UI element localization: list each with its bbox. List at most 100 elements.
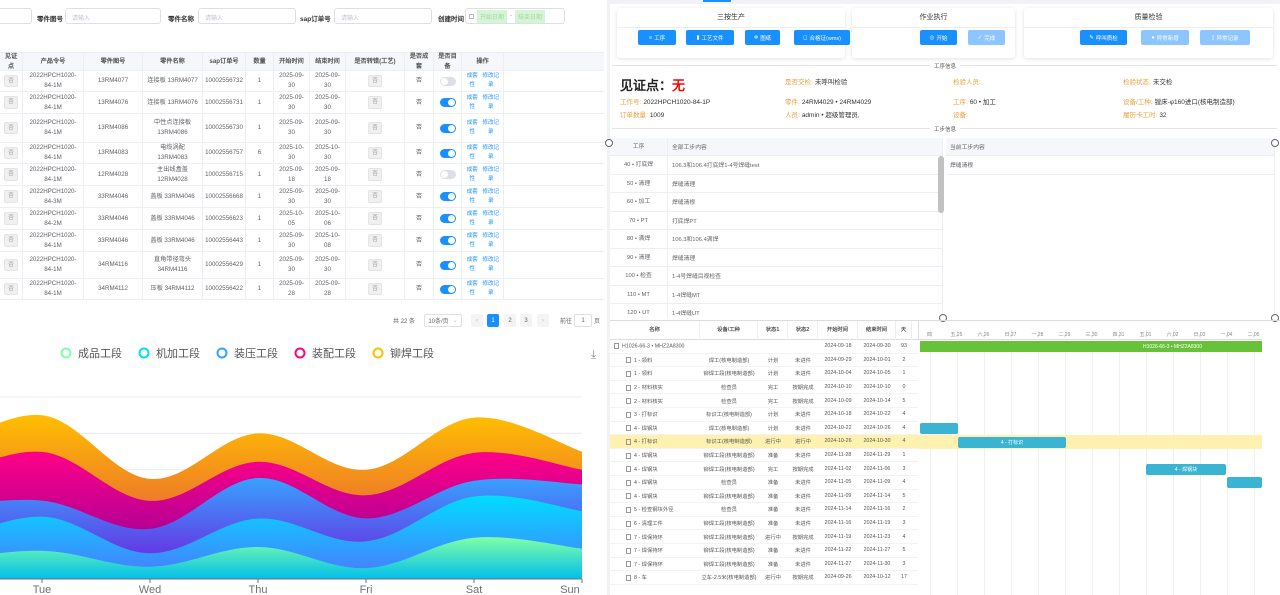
kit-link[interactable]: 成套性 — [466, 120, 478, 135]
resize-handle[interactable] — [1271, 139, 1279, 147]
step-row[interactable]: 110 • MT 1-4焊缝MT — [610, 285, 942, 304]
kit-link[interactable]: 成套性 — [466, 166, 478, 182]
kit-link[interactable]: 成套性 — [466, 188, 478, 204]
ready-toggle[interactable] — [439, 214, 456, 223]
gantt-bar[interactable] — [920, 422, 958, 434]
ready-toggle[interactable] — [439, 192, 456, 201]
gantt-bar[interactable]: H1026-66-3 • MHZ2A8300 — [920, 341, 1262, 353]
add-exception-button[interactable]: ● 异常新增 — [1141, 30, 1189, 45]
column-header[interactable]: 是否目备 — [434, 53, 462, 70]
resize-handle[interactable] — [939, 314, 947, 322]
step-row[interactable]: 100 • 检查 1-4号焊缝目视检查 — [610, 267, 942, 286]
gantt-task-row[interactable]: 7 - 焊保持环 铆焊工段(核电制造部) 进行中 按期完成 2024-11-19 2024… — [610, 530, 918, 544]
step-row[interactable]: 90 • 清理 焊缝清理 — [610, 248, 942, 267]
gantt-task-row[interactable]: 4 - 焊钢块 检查员 准备 未进件 2024-11-05 2024-11-09 4 — [610, 476, 918, 490]
start-button[interactable]: ◎ 开始 — [920, 30, 957, 45]
certificate-button[interactable]: ◻ 合格证(wms) — [794, 30, 850, 45]
gantt-task-row[interactable]: 2 - 材料核实 检查员 完工 按期完成 2024-10-10 2024-10-10 0 — [610, 381, 918, 395]
gantt-task-row[interactable]: 4 - 打标识 标识工(核电制造部) 进行中 进行中 2024-10-26 2024-10… — [610, 435, 918, 449]
step-row[interactable]: 80 • 满焊 106.3和106.4满焊 — [610, 230, 942, 249]
change-log-link[interactable]: 修改记录 — [482, 188, 499, 204]
column-header[interactable]: 数量 — [246, 53, 274, 70]
change-log-link[interactable]: 修改记录 — [482, 145, 499, 160]
process-button[interactable]: ≡ 工序 — [638, 30, 676, 45]
download-icon[interactable]: ⤓ — [591, 347, 597, 361]
gantt-task-row[interactable]: 5 - 检查钢块外径 检查员 准备 未进件 2024-11-14 2024-11-16 2 — [610, 503, 918, 517]
column-header[interactable]: 开始时间 — [274, 53, 310, 70]
part-drawing-input[interactable]: 请输入 — [65, 8, 161, 24]
kit-link[interactable]: 成套性 — [466, 257, 478, 272]
step-row[interactable]: 60 • 加工 焊缝清根 — [610, 193, 942, 212]
step-row[interactable]: 70 • PT 打底焊PT — [610, 211, 942, 230]
gantt-bar[interactable]: 4 - 焊钢块 — [1146, 463, 1226, 475]
kit-link[interactable]: 成套性 — [466, 281, 478, 296]
column-header[interactable]: 是否成套 — [405, 53, 434, 70]
ready-toggle[interactable] — [439, 170, 456, 179]
gantt-task-row[interactable]: 7 - 焊保持环 铆焊工段(核电制造部) 准备 未进件 2024-11-22 2024-1… — [610, 544, 918, 558]
gantt-bar[interactable]: 4 - 打标识 — [958, 436, 1066, 448]
date-range-picker[interactable]: 开始日期 - 结束日期 — [465, 8, 565, 24]
gantt-task-row[interactable]: 4 - 焊钢块 铆焊工段(核电制造部) 完工 按期完成 2024-11-02 2024-1… — [610, 462, 918, 476]
column-header[interactable]: 结束时间 — [310, 53, 346, 70]
exception-log-button[interactable]: ▯ 异常记录 — [1200, 30, 1250, 45]
change-log-link[interactable]: 修改记录 — [482, 257, 499, 272]
column-header[interactable]: 见证点 — [0, 53, 23, 70]
steps-scrollbar[interactable] — [938, 156, 944, 213]
kit-link[interactable]: 成套性 — [466, 145, 478, 160]
column-header[interactable]: 操作 — [462, 53, 504, 70]
gantt-task-row[interactable]: H1026-66-3 • MHZ2A8300 2024-09-18 2024-09-… — [610, 340, 918, 354]
process-doc-button[interactable]: ▮ 工艺文件 — [686, 30, 734, 45]
change-log-link[interactable]: 修改记录 — [482, 281, 499, 296]
column-header[interactable]: 产品令号 — [23, 53, 84, 70]
kit-link[interactable]: 成套性 — [466, 232, 478, 248]
end-date-input[interactable]: 结束日期 — [515, 9, 546, 23]
call-inspection-button[interactable]: ✎ 呼叫质检 — [1080, 30, 1127, 45]
ready-toggle[interactable] — [439, 236, 456, 245]
change-log-link[interactable]: 修改记录 — [482, 166, 499, 182]
resize-handle[interactable] — [605, 139, 613, 147]
filter-input-partial[interactable] — [0, 8, 32, 24]
ready-toggle[interactable] — [439, 148, 456, 158]
complete-button[interactable]: ✓ 完成 — [968, 30, 1005, 45]
next-page-button[interactable]: › — [537, 314, 549, 327]
page-2-button[interactable]: 2 — [504, 314, 516, 327]
goto-page-input[interactable]: 1 — [574, 314, 592, 327]
change-log-link[interactable]: 修改记录 — [482, 232, 499, 248]
gantt-task-row[interactable]: 3 - 打标识 标识工(核电制造部) 计划 未进件 2024-10-18 2024-10-… — [610, 408, 918, 422]
column-header[interactable]: 零件图号 — [84, 53, 143, 70]
ready-toggle[interactable] — [439, 284, 456, 294]
column-header[interactable]: sap订单号 — [203, 53, 246, 70]
gantt-task-row[interactable]: 8 - 车 立车-2.5米(核电制造部) 进行中 按期完成 2024-09-26 2024… — [610, 571, 918, 585]
change-log-link[interactable]: 修改记录 — [482, 120, 499, 135]
start-date-input[interactable]: 开始日期 — [477, 9, 508, 23]
gantt-task-row[interactable]: 1 - 领料 铆焊工段(核电制造部) 计划 未进件 2024-10-04 2024-10-… — [610, 367, 918, 381]
column-header[interactable]: 是否转错(工艺) — [346, 53, 405, 70]
part-name-input[interactable]: 请输入 — [198, 8, 296, 24]
step-row[interactable]: 50 • 清理 焊缝清理 — [610, 174, 942, 193]
gantt-task-row[interactable]: 4 - 焊钢块 铆焊工段(核电制造部) 准备 未进件 2024-11-28 2024-11… — [610, 449, 918, 463]
gantt-task-row[interactable]: 1 - 领料 焊工(核电制造部) 计划 未进件 2024-09-29 2024-10-01… — [610, 354, 918, 368]
gantt-task-row[interactable]: 2 - 材料核实 检查员 完工 按期完成 2024-10-09 2024-10-14 5 — [610, 394, 918, 408]
sap-order-input[interactable]: 请输入 — [334, 8, 432, 24]
kit-link[interactable]: 成套性 — [466, 210, 478, 226]
step-row[interactable]: 120 • UT 1-4焊缝UT — [610, 304, 942, 318]
page-1-button[interactable]: 1 — [487, 314, 499, 327]
column-header[interactable]: 零件名称 — [143, 53, 203, 70]
change-log-link[interactable]: 修改记录 — [482, 210, 499, 226]
ready-toggle[interactable] — [439, 76, 456, 86]
resize-handle[interactable] — [1271, 314, 1279, 322]
prev-page-button[interactable]: ‹ — [471, 314, 483, 327]
change-log-link[interactable]: 修改记录 — [482, 94, 499, 110]
page-size-select[interactable]: 10条/页 ⌄ — [424, 314, 462, 327]
gantt-task-row[interactable]: 4 - 焊钢块 焊工(核电制造部) 计划 未进件 2024-10-22 2024-10-2… — [610, 422, 918, 436]
page-3-button[interactable]: 3 — [520, 314, 532, 327]
kit-link[interactable]: 成套性 — [466, 73, 478, 88]
step-row[interactable]: 40 • 打底焊 106.3和106.4打底焊1-4号焊缝test — [610, 156, 942, 175]
change-log-link[interactable]: 修改记录 — [482, 73, 499, 88]
ready-toggle[interactable] — [439, 260, 456, 270]
ready-toggle[interactable] — [439, 98, 456, 107]
kit-link[interactable]: 成套性 — [466, 94, 478, 110]
gantt-bar[interactable] — [1227, 477, 1262, 489]
gantt-task-row[interactable]: 7 - 焊保持环 铆焊工段(核电制造部) 准备 未进件 2024-11-27 2024-1… — [610, 558, 918, 572]
drawing-button[interactable]: ✲ 图纸 — [745, 30, 780, 45]
